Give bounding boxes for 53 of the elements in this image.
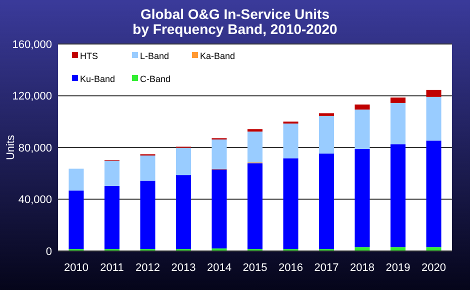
x-tick-label: 2016 [278, 262, 303, 274]
bar [176, 175, 191, 250]
x-tick-label: 2020 [422, 262, 446, 274]
bar [140, 180, 156, 250]
chart-title: Global O&G In-Service Units by Frequency Band, 2010-2020 [132, 6, 338, 37]
x-tick-label: 2017 [314, 262, 339, 274]
legend-label: L-Band [140, 51, 170, 62]
x-tick-label: 2010 [64, 262, 88, 274]
bar [283, 158, 298, 250]
x-tick-label: 2018 [350, 262, 374, 274]
legend-label: HTS [80, 51, 98, 62]
x-tick-label: 2012 [136, 262, 160, 274]
bar [390, 98, 406, 103]
bar [140, 156, 156, 181]
y-tick-label: 40,000 [18, 194, 52, 206]
bar [426, 96, 442, 141]
y-axis-title: Units [5, 134, 17, 160]
bar [426, 90, 442, 97]
bar [426, 140, 442, 248]
bar [319, 154, 334, 250]
y-tick-label: 160,000 [12, 38, 52, 51]
bar [176, 148, 191, 176]
bar [283, 124, 298, 158]
y-tick-label: 0 [46, 246, 52, 258]
bar [68, 190, 84, 250]
y-tick-label: 80,000 [18, 142, 52, 154]
legend-label: Ku-Band [80, 74, 116, 84]
x-tick-label: 2014 [207, 262, 232, 274]
bar [390, 102, 406, 144]
bar [247, 163, 263, 250]
bar [319, 113, 334, 116]
x-tick-label: 2011 [100, 262, 124, 274]
bar [247, 132, 263, 163]
y-tick-label: 120,000 [12, 90, 52, 103]
bar [354, 110, 370, 149]
bar [319, 116, 334, 154]
bar [212, 169, 227, 248]
bar [354, 148, 370, 248]
bar [354, 247, 370, 251]
legend-label: C-Band [140, 74, 171, 84]
bar [104, 186, 120, 250]
x-tick-label: 2013 [171, 262, 196, 274]
bar [247, 129, 263, 132]
bar [426, 247, 442, 251]
x-tick-label: 2019 [386, 262, 410, 274]
bar [212, 139, 227, 169]
bar [390, 247, 406, 251]
x-tick-label: 2015 [242, 262, 268, 274]
bar [354, 104, 370, 110]
bar [390, 144, 406, 248]
legend-label: Ka-Band [200, 51, 236, 62]
bar [104, 160, 120, 186]
bar [68, 168, 84, 191]
